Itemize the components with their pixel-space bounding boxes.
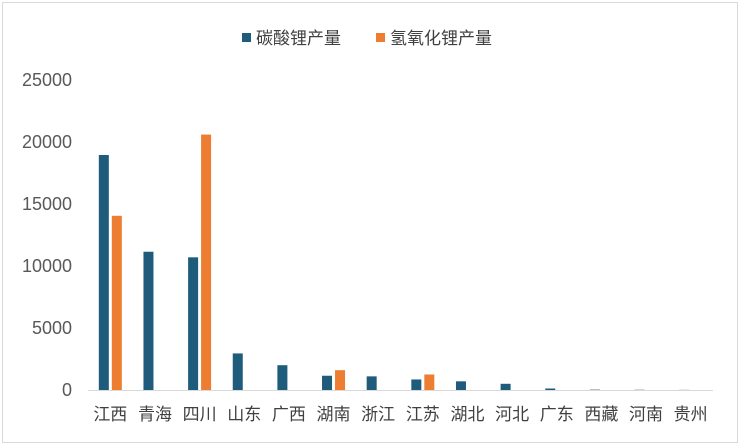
- bar-lithium-carbonate: [322, 375, 333, 390]
- x-category-label: 四川: [183, 405, 217, 425]
- bar-lithium-hydroxide: [111, 215, 122, 390]
- bars: [98, 134, 690, 390]
- x-category-label: 河北: [495, 405, 529, 425]
- bar-lithium-carbonate: [143, 251, 154, 390]
- x-category-label: 河南: [629, 405, 663, 425]
- bar-lithium-carbonate: [500, 383, 511, 390]
- bar-lithium-carbonate: [411, 379, 422, 390]
- bar-lithium-hydroxide: [335, 370, 346, 390]
- x-category-label: 湖南: [317, 405, 351, 425]
- legend-label: 氢氧化锂产量: [390, 29, 492, 49]
- legend-swatch: [242, 33, 251, 42]
- x-category-label: 山东: [227, 405, 261, 425]
- bar-lithium-carbonate: [277, 365, 288, 390]
- x-category-label: 广东: [540, 405, 574, 425]
- legend-swatch: [376, 33, 385, 42]
- x-category-label: 西藏: [584, 405, 618, 425]
- legend: 碳酸锂产量 氢氧化锂产量: [242, 29, 492, 49]
- bar-lithium-carbonate: [98, 155, 109, 390]
- bar-lithium-carbonate: [545, 388, 556, 390]
- legend-item-lithium-hydroxide: 氢氧化锂产量: [376, 29, 492, 49]
- x-category-label: 浙江: [361, 405, 395, 425]
- y-tick-label: 10000: [22, 256, 72, 276]
- bar-lithium-carbonate: [366, 376, 377, 390]
- x-category-label: 贵州: [674, 405, 708, 425]
- legend-item-lithium-carbonate: 碳酸锂产量: [242, 29, 341, 49]
- y-tick-label: 0: [62, 380, 72, 400]
- legend-label: 碳酸锂产量: [256, 29, 341, 49]
- bar-lithium-hydroxide: [424, 374, 435, 390]
- y-tick-label: 15000: [22, 194, 72, 214]
- bar-lithium-carbonate: [188, 257, 199, 390]
- x-category-label: 江西: [93, 405, 127, 425]
- x-category-label: 青海: [138, 405, 172, 425]
- y-tick-label: 25000: [22, 70, 72, 90]
- x-category-label: 广西: [272, 405, 306, 425]
- x-category-label: 湖北: [450, 405, 484, 425]
- x-category-label: 江苏: [406, 405, 440, 425]
- x-axis: 江西 青海 四川 山东 广西 湖南 浙江 江苏 湖北 河北 广东 西藏 河南 贵州: [93, 405, 707, 425]
- y-axis: 0 5000 10000 15000 20000 25000: [22, 70, 72, 400]
- y-tick-label: 5000: [32, 318, 72, 338]
- bar-lithium-carbonate: [232, 353, 243, 390]
- y-tick-label: 20000: [22, 132, 72, 152]
- bar-lithium-carbonate: [455, 381, 466, 390]
- bar-lithium-hydroxide: [201, 134, 212, 390]
- chart-frame: [2, 2, 738, 443]
